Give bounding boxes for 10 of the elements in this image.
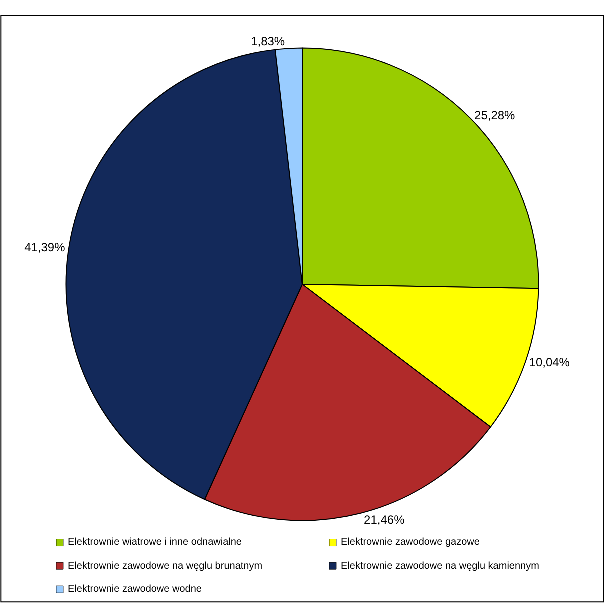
legend-label: Elektrownie wiatrowe i inne odnawialne [68, 537, 242, 548]
legend-label: Elektrownie zawodowe na węglu kamiennym [341, 561, 540, 572]
legend-label: Elektrownie zawodowe wodne [68, 584, 202, 595]
data-label: 41,39% [24, 240, 66, 255]
data-label: 25,28% [474, 108, 516, 122]
legend-label: Elektrownie zawodowe na węglu brunatnym [68, 561, 263, 572]
data-label: 10,04% [529, 355, 570, 370]
data-label: 21,46% [364, 513, 406, 528]
legend-label: Elektrownie zawodowe gazowe [341, 537, 480, 548]
data-label: 1,83% [251, 34, 286, 49]
